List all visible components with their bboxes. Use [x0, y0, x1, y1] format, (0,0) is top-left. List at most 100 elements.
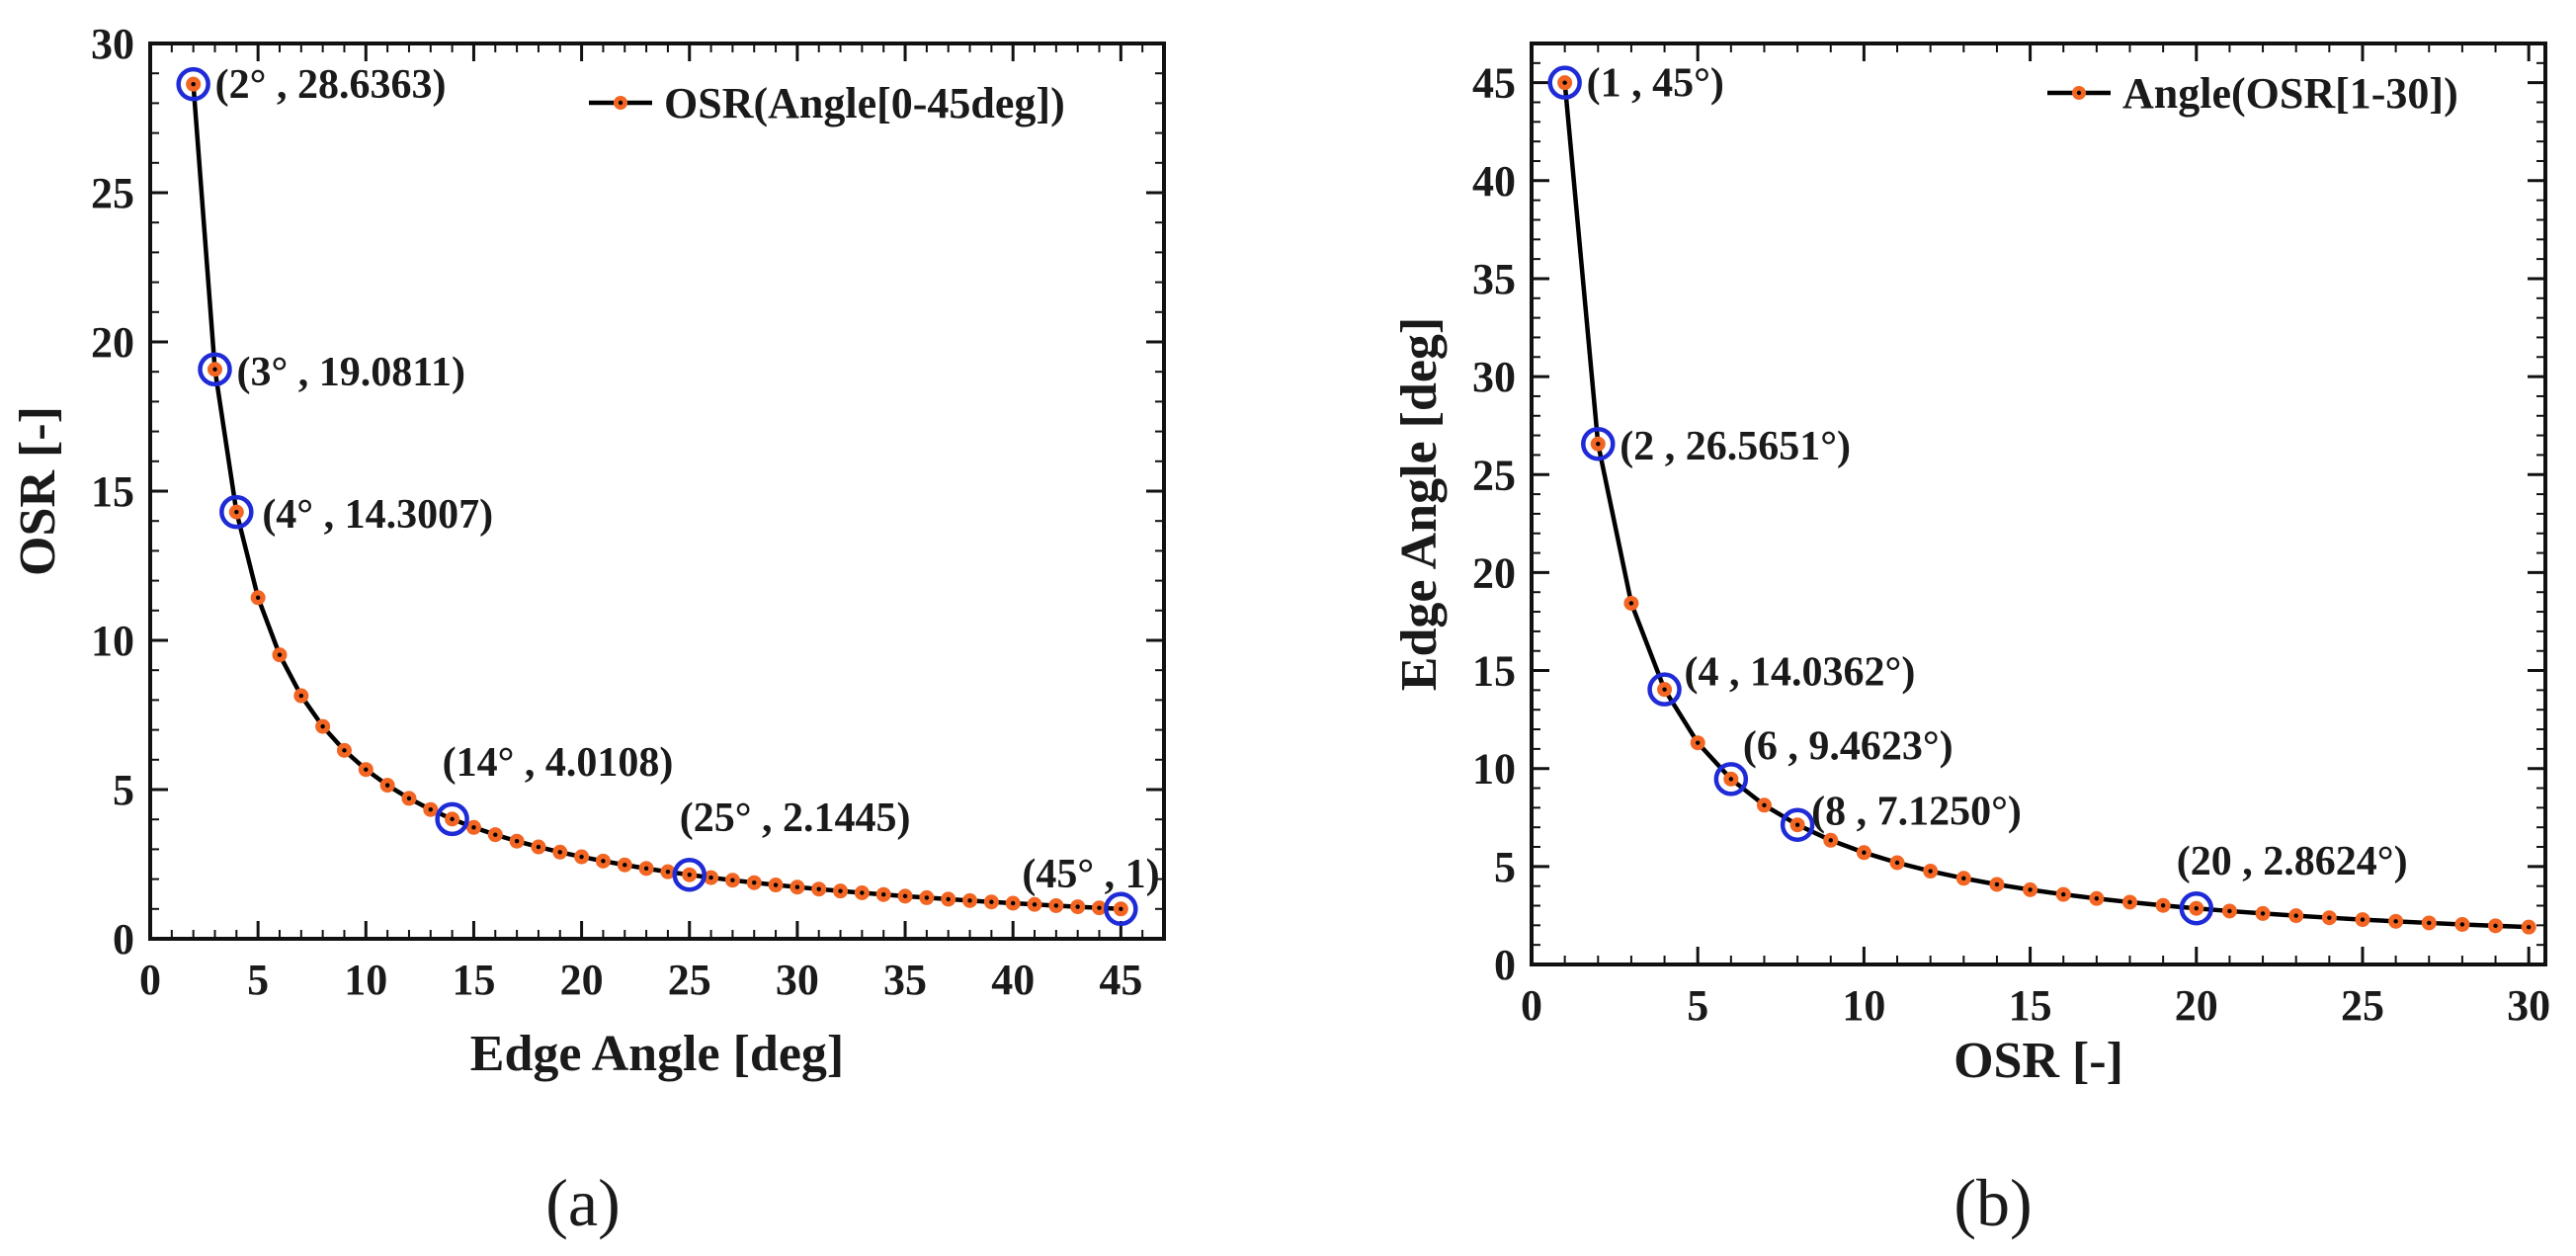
data-point-center	[708, 875, 713, 880]
x-tick-label: 0	[139, 956, 161, 1004]
y-tick-label: 30	[1472, 353, 1516, 401]
data-point-center	[1119, 906, 1123, 911]
data-annotation: (8 , 7.1250°)	[1811, 790, 2022, 835]
y-tick-label: 45	[1472, 59, 1516, 108]
y-tick-label: 10	[91, 617, 134, 665]
data-point-center	[1794, 822, 1800, 827]
highlight-ring	[176, 66, 210, 102]
data-annotation: (2° , 28.6363)	[215, 62, 447, 108]
data-point-center	[255, 595, 261, 601]
panel-caption: (b)	[1953, 1165, 2032, 1240]
data-point-center	[1628, 601, 1634, 606]
data-point-center	[450, 816, 455, 822]
plot-frame	[1530, 42, 2547, 966]
series-markers	[1557, 75, 2536, 935]
legend-label: Angle(OSR[1-30])	[2122, 69, 2458, 118]
data-point-center	[2427, 920, 2432, 926]
series-line	[1562, 82, 2530, 930]
data-point-center	[2360, 917, 2366, 922]
data-point-center	[2094, 896, 2100, 901]
data-point-center	[1894, 860, 1900, 866]
data-point-center	[687, 873, 692, 878]
x-tick-label: 0	[1521, 981, 1542, 1030]
y-tick-label: 20	[91, 318, 134, 367]
data-point-center	[1961, 876, 1966, 880]
x-tick-label: 10	[1842, 981, 1885, 1030]
data-point-center	[1562, 80, 1567, 85]
x-tick-label: 25	[668, 956, 711, 1004]
y-tick-label: 0	[1494, 941, 1516, 989]
data-annotation: (20 , 2.8624°)	[2177, 839, 2408, 884]
highlight-ring	[672, 857, 706, 892]
highlight-ring	[198, 352, 232, 387]
y-axis-label: OSR [-]	[10, 406, 66, 576]
data-point-center	[924, 895, 930, 900]
data-point-center	[2293, 913, 2298, 918]
data-point-center	[838, 888, 843, 893]
data-annotation: (4 , 14.0362°)	[1685, 650, 1916, 696]
data-point-center	[1862, 850, 1867, 855]
y-tick-label: 25	[1472, 451, 1516, 499]
data-point-center	[2227, 908, 2232, 914]
data-point-center	[1695, 740, 1701, 745]
x-tick-label: 5	[247, 956, 269, 1004]
data-point-center	[212, 367, 217, 372]
x-axis-label: OSR [-]	[1953, 1033, 2123, 1089]
data-point-center	[1928, 869, 1933, 874]
data-point-center	[2526, 924, 2532, 930]
data-point-center	[860, 890, 865, 895]
data-point-center	[1728, 777, 1734, 782]
minor-ticks	[1531, 42, 2545, 965]
legend-label: OSR(Angle[0-45deg])	[664, 79, 1065, 127]
y-tick-label: 15	[1472, 647, 1516, 696]
data-point-center	[277, 652, 283, 657]
data-annotation: (4° , 14.3007)	[262, 492, 493, 538]
data-point-center	[364, 767, 369, 772]
x-axis-label: Edge Angle [deg]	[470, 1026, 844, 1082]
data-annotation: (3° , 19.0811)	[236, 350, 464, 395]
data-point-center	[1053, 903, 1059, 908]
data-point-center	[946, 896, 951, 902]
data-point-center	[320, 723, 325, 729]
data-point-center	[902, 893, 908, 899]
legend: OSR(Angle[0-45deg])	[589, 79, 1065, 127]
data-point-center	[1662, 687, 1667, 692]
highlight-ring	[435, 801, 469, 837]
y-tick-label: 30	[91, 20, 134, 68]
data-point-center	[557, 850, 562, 855]
panel-a: 0 5 10 15 20 25 30 35 40 45 0 5 10 15 20 25 30 Edge Angle…	[10, 20, 1166, 1240]
highlight-ring	[219, 494, 254, 530]
data-point-center	[471, 825, 476, 830]
data-point-center	[2260, 911, 2266, 916]
data-point-center	[967, 898, 972, 903]
y-tick-label: 5	[113, 766, 134, 814]
data-point-center	[1762, 802, 1767, 807]
y-tick-label: 10	[1472, 745, 1516, 794]
x-tick-label: 5	[1687, 981, 1708, 1030]
x-tick-label: 30	[776, 956, 819, 1004]
data-point-center	[1010, 900, 1016, 906]
legend: Angle(OSR[1-30])	[2047, 69, 2458, 118]
data-point-center	[2327, 915, 2332, 920]
data-point-center	[2393, 919, 2398, 924]
data-point-center	[643, 866, 649, 872]
y-tick-label: 40	[1472, 157, 1516, 206]
y-tick-label: 15	[91, 467, 134, 516]
x-tick-label: 10	[344, 956, 387, 1004]
data-point-center	[191, 81, 196, 87]
panel-b: 0 5 10 15 20 25 30 0 5 10 15 20 25 30 35 40 45 OSR [-] Edg…	[1391, 42, 2550, 1240]
data-annotation: (25° , 2.1445)	[680, 795, 911, 841]
highlight-ring	[1104, 891, 1138, 927]
y-axis-label: Edge Angle [deg]	[1391, 317, 1448, 691]
data-point-center	[773, 882, 779, 887]
data-annotation: (2 , 26.5651°)	[1620, 424, 1851, 469]
x-tick-label: 15	[2009, 981, 2052, 1030]
x-tick-label: 15	[452, 956, 495, 1004]
data-point-center	[234, 509, 239, 515]
data-point-center	[298, 693, 304, 699]
data-point-center	[2459, 922, 2465, 927]
data-point-center	[406, 795, 412, 801]
highlight-ring	[1780, 807, 1815, 842]
data-annotation: (14° , 4.0108)	[443, 740, 674, 786]
